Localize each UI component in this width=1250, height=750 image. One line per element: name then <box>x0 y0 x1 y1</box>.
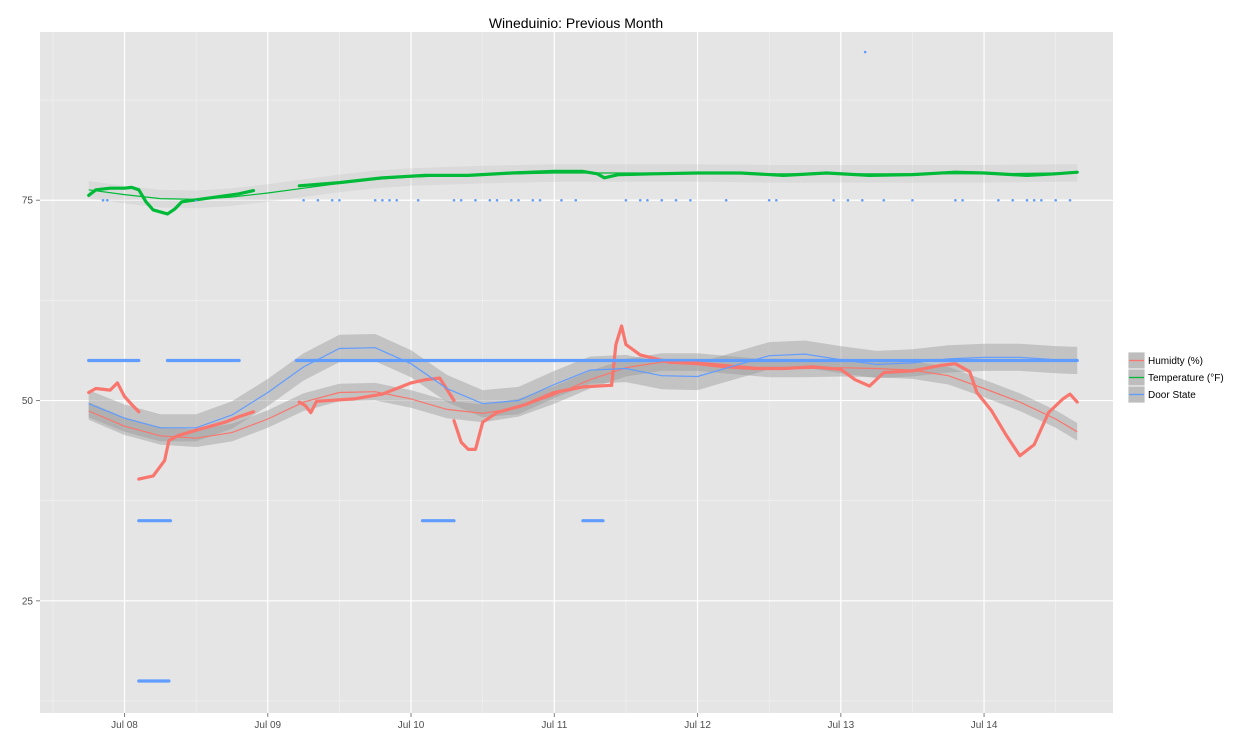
door-state-point <box>316 198 320 202</box>
humidity-points-run <box>137 410 256 481</box>
door-state-point <box>846 198 850 202</box>
x-tick-label: Jul 12 <box>684 720 711 731</box>
humidity-smooth-ribbon <box>88 353 1078 447</box>
door-state-point <box>1068 198 1072 202</box>
temperature-smooth-line <box>88 172 1078 201</box>
door-state-point <box>1025 198 1029 202</box>
plot-panel <box>40 32 1113 713</box>
door-state-point <box>459 198 463 202</box>
door-state-point <box>860 198 864 202</box>
humidity-points-run <box>87 381 141 414</box>
door-state-point <box>997 198 1000 202</box>
door-state-point <box>373 198 377 202</box>
door-state-point <box>624 198 628 202</box>
door-state-point <box>381 198 384 202</box>
door-state-point <box>1054 198 1057 202</box>
x-tick-label: Jul 10 <box>398 720 425 731</box>
y-tick-label: 75 <box>22 196 34 207</box>
door-state-point <box>517 198 520 202</box>
door-state-point <box>488 198 492 202</box>
humidity-smooth-line <box>88 361 1078 439</box>
series-door-state <box>87 50 1079 683</box>
legend-item: Temperature (°F) <box>1127 368 1224 387</box>
door-state-point <box>832 198 835 202</box>
door-state-point <box>660 198 664 202</box>
x-tick-label: Jul 08 <box>111 720 138 731</box>
x-tick-label: Jul 09 <box>254 720 281 731</box>
door-state-point <box>510 198 513 202</box>
humidity-points-run <box>452 383 614 451</box>
y-axis: 25 50 75 <box>22 196 40 607</box>
door-state-point <box>1040 198 1043 202</box>
legend-item: Door State <box>1127 385 1196 404</box>
door-state-point <box>574 198 578 202</box>
door-state-point <box>474 198 477 202</box>
door-state-point <box>775 198 778 202</box>
door-state-point <box>395 198 399 202</box>
x-axis: Jul 08 Jul 09 Jul 10 Jul 11 Jul 12 Jul 13 Jul … <box>111 713 998 731</box>
door-state-point <box>724 198 728 202</box>
smooth-layer <box>88 172 1078 439</box>
grid-major <box>40 32 1113 713</box>
door-state-point <box>674 198 678 202</box>
door-state-point <box>106 198 109 202</box>
legend: Humidty (%) Temperature (°F) Door State <box>1127 351 1224 404</box>
door-state-point <box>531 198 535 202</box>
door-state-point <box>330 198 334 202</box>
temperature-smooth-ribbon <box>88 164 1078 209</box>
door-state-point <box>961 198 964 202</box>
x-tick-label: Jul 14 <box>971 720 998 731</box>
door-state-point <box>1032 198 1036 202</box>
door-state-point <box>495 198 499 202</box>
y-tick-label: 25 <box>22 596 34 607</box>
legend-label: Temperature (°F) <box>1148 373 1224 384</box>
door-state-point <box>1011 198 1015 202</box>
door-state-point <box>767 198 771 202</box>
door-state-point <box>689 198 692 202</box>
door-state-point <box>452 198 456 202</box>
door-state-point <box>538 198 542 202</box>
door-state-point <box>302 198 305 202</box>
door-state-point <box>638 198 642 202</box>
door-state-point <box>863 50 867 54</box>
door-state-point <box>560 198 563 202</box>
door-state-point <box>388 198 391 202</box>
x-tick-label: Jul 11 <box>541 720 567 731</box>
door-state-point <box>338 198 341 202</box>
x-tick-label: Jul 13 <box>827 720 854 731</box>
door-state-point <box>416 198 420 202</box>
legend-label: Humidty (%) <box>1148 356 1203 367</box>
door-state-point <box>882 198 886 202</box>
y-tick-label: 50 <box>22 396 34 407</box>
door-state-point <box>646 198 649 202</box>
door-state-point <box>101 198 105 202</box>
door-state-smooth-line <box>88 347 1078 429</box>
chart-title: Wineduinio: Previous Month <box>489 15 663 31</box>
door-state-point <box>911 198 914 202</box>
humidity-points-run <box>810 362 1079 458</box>
legend-label: Door State <box>1148 390 1196 401</box>
door-state-point <box>954 198 957 202</box>
